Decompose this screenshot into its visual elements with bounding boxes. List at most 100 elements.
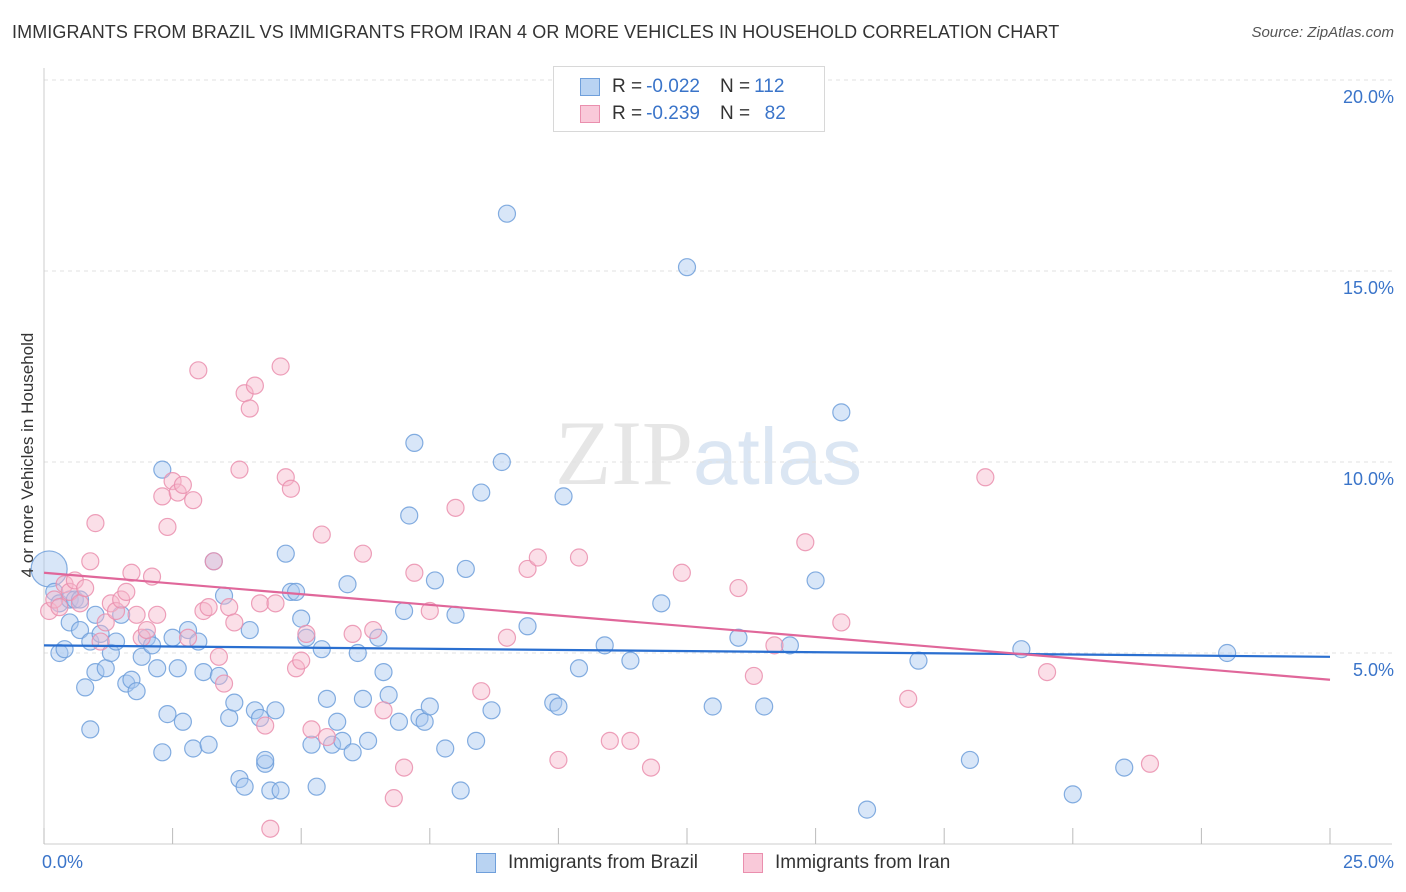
point-iran xyxy=(225,613,244,632)
point-iran xyxy=(76,578,95,598)
point-iran xyxy=(250,594,270,613)
point-iran xyxy=(189,361,208,380)
point-iran xyxy=(744,666,763,686)
point-brazil xyxy=(235,777,254,796)
point-brazil xyxy=(703,697,722,716)
point-brazil xyxy=(81,720,100,739)
point-brazil xyxy=(857,800,877,819)
legend-r-label: R = xyxy=(612,103,643,124)
point-iran xyxy=(91,632,110,651)
point-brazil xyxy=(492,452,511,472)
point-iran xyxy=(549,750,568,770)
point-brazil xyxy=(338,575,357,594)
point-brazil xyxy=(405,433,424,452)
point-brazil xyxy=(394,601,414,621)
point-iran xyxy=(374,701,393,720)
point-brazil xyxy=(832,403,851,422)
point-iran xyxy=(343,624,362,644)
point-brazil xyxy=(106,632,126,651)
point-brazil xyxy=(302,735,321,754)
point-brazil xyxy=(127,682,146,701)
point-brazil xyxy=(425,571,445,590)
point-brazil xyxy=(379,685,398,705)
legend-row-iran: R = -0.239 N = 82 xyxy=(580,103,786,125)
x-tick-label-max: 25.0% xyxy=(1342,852,1394,872)
point-iran xyxy=(40,601,59,621)
legend-n-label: N = xyxy=(719,76,751,97)
point-brazil xyxy=(466,731,486,750)
point-brazil xyxy=(317,689,337,708)
point-brazil xyxy=(389,712,409,731)
point-iran xyxy=(405,563,424,582)
point-brazil xyxy=(456,559,475,579)
point-brazil xyxy=(286,582,306,601)
point-iran xyxy=(1037,662,1057,682)
point-brazil xyxy=(1115,758,1134,777)
point-iran xyxy=(317,727,337,747)
point-iran xyxy=(266,594,285,613)
point-brazil xyxy=(199,735,218,754)
point-brazil xyxy=(96,659,115,678)
point-iran xyxy=(528,548,547,567)
legend-r-value-brazil: -0.022 xyxy=(646,76,700,97)
point-iran xyxy=(153,487,172,506)
bottom-legend-brazil: Immigrants from Brazil xyxy=(476,852,698,874)
point-brazil xyxy=(101,643,120,663)
point-brazil xyxy=(343,743,362,762)
point-brazil xyxy=(225,693,244,712)
point-brazil xyxy=(168,659,187,678)
point-iran xyxy=(600,731,619,750)
point-iran xyxy=(148,605,167,624)
point-brazil xyxy=(1063,785,1082,804)
point-brazil xyxy=(312,640,331,659)
point-brazil xyxy=(122,670,141,689)
point-iran xyxy=(245,376,265,395)
point-iran xyxy=(384,789,403,808)
point-brazil xyxy=(173,712,192,731)
point-iran xyxy=(899,689,918,708)
point-brazil xyxy=(497,204,517,223)
point-brazil xyxy=(621,651,640,670)
point-iran xyxy=(302,720,321,739)
correlation-legend: R = -0.022 N = 112 R = -0.239 N = 82 xyxy=(553,66,825,132)
point-iran xyxy=(173,475,192,495)
point-brazil xyxy=(261,781,280,800)
point-brazil xyxy=(554,487,573,506)
point-brazil xyxy=(194,662,213,682)
point-iran xyxy=(364,620,383,640)
point-brazil xyxy=(86,662,105,682)
point-iran xyxy=(276,468,295,487)
point-brazil xyxy=(307,777,326,796)
point-iran xyxy=(163,472,182,491)
point-iran xyxy=(271,357,290,376)
point-iran xyxy=(256,716,275,735)
point-iran xyxy=(81,552,100,571)
point-brazil xyxy=(400,506,419,525)
point-brazil xyxy=(148,659,167,678)
point-iran xyxy=(240,399,259,418)
bottom-legend-swatch-iran xyxy=(743,853,763,873)
point-iran xyxy=(199,598,218,617)
point-brazil xyxy=(70,620,90,640)
point-iran xyxy=(220,598,239,617)
point-brazil xyxy=(960,750,980,770)
point-brazil xyxy=(256,750,275,770)
point-brazil xyxy=(482,701,501,720)
point-iran xyxy=(312,525,331,544)
y-tick-label-15: 15.0% xyxy=(1342,278,1394,298)
point-brazil xyxy=(163,628,182,647)
point-iran xyxy=(1140,754,1160,773)
point-brazil xyxy=(220,708,239,728)
chart-source: Source: ZipAtlas.com xyxy=(1251,24,1394,41)
point-iran xyxy=(106,601,126,621)
point-iran xyxy=(297,624,316,644)
point-brazil xyxy=(436,739,455,758)
point-brazil xyxy=(328,712,347,731)
point-brazil xyxy=(755,697,774,716)
point-brazil xyxy=(374,662,393,682)
point-iran xyxy=(50,598,69,617)
y-tick-label-20: 20.0% xyxy=(1342,87,1394,107)
y-axis-label: 4 or more Vehicles in Household xyxy=(18,332,37,578)
point-iran xyxy=(214,674,234,693)
point-brazil xyxy=(549,697,568,716)
